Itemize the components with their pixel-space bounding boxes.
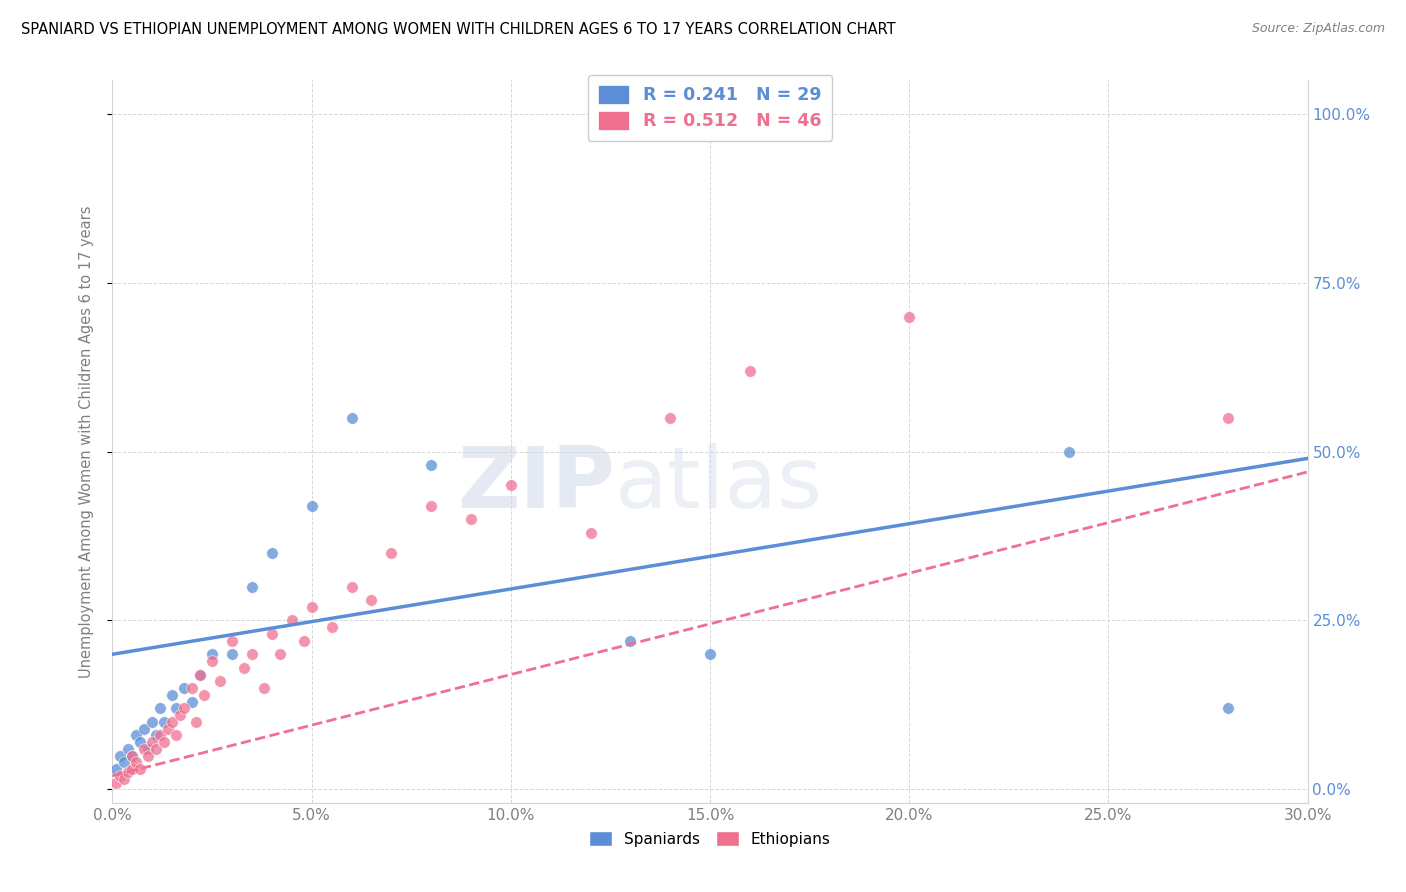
Text: ZIP: ZIP [457, 443, 614, 526]
Point [105, 762, 128, 776]
Point [129, 735, 152, 749]
Point [110, 769, 132, 783]
Point [121, 762, 143, 776]
Point [114, 772, 135, 787]
Point [138, 741, 160, 756]
Point [499, 478, 522, 492]
Point [125, 756, 148, 770]
Point [149, 701, 172, 715]
Point [240, 580, 263, 594]
Point [292, 633, 315, 648]
Point [162, 688, 183, 702]
Point [420, 499, 443, 513]
Point [340, 580, 363, 594]
Point [134, 741, 156, 756]
Y-axis label: Unemployment Among Women with Children Ages 6 to 17 years: Unemployment Among Women with Children A… [79, 205, 94, 678]
Point [301, 599, 323, 614]
Point [141, 735, 163, 749]
Point [221, 647, 243, 661]
Point [145, 741, 167, 756]
Point [260, 627, 283, 641]
Point [117, 741, 139, 756]
Point [173, 701, 195, 715]
Point [659, 411, 682, 425]
Point [1216, 411, 1239, 425]
Point [181, 694, 204, 708]
Point [121, 748, 143, 763]
Point [240, 647, 263, 661]
Point [117, 765, 139, 780]
Point [153, 735, 176, 749]
Point [188, 667, 211, 681]
Point [253, 681, 276, 695]
Point [149, 728, 172, 742]
Point [201, 647, 224, 661]
Point [110, 748, 132, 763]
Point [420, 458, 443, 472]
Point [181, 681, 204, 695]
Point [138, 748, 160, 763]
Point [165, 728, 187, 742]
Point [221, 633, 243, 648]
Point [145, 728, 167, 742]
Point [157, 722, 180, 736]
Point [121, 748, 143, 763]
Point [269, 647, 291, 661]
Point [209, 674, 232, 689]
Point [1216, 701, 1239, 715]
Point [114, 756, 135, 770]
Point [105, 775, 128, 789]
Point [360, 593, 382, 607]
Point [186, 714, 208, 729]
Point [579, 525, 602, 540]
Point [260, 546, 283, 560]
Point [134, 722, 156, 736]
Point [153, 714, 176, 729]
Point [233, 661, 256, 675]
Point [173, 681, 195, 695]
Point [129, 762, 152, 776]
Point [301, 499, 323, 513]
Point [201, 654, 224, 668]
Text: atlas: atlas [614, 443, 823, 526]
Point [340, 411, 363, 425]
Point [321, 620, 343, 634]
Text: Source: ZipAtlas.com: Source: ZipAtlas.com [1251, 22, 1385, 36]
Legend: R = 0.241   N = 29, R = 0.512   N = 46: R = 0.241 N = 29, R = 0.512 N = 46 [588, 75, 832, 141]
Point [1057, 444, 1080, 458]
Point [380, 546, 402, 560]
Point [125, 728, 148, 742]
Point [188, 667, 211, 681]
Point [162, 714, 183, 729]
Text: SPANIARD VS ETHIOPIAN UNEMPLOYMENT AMONG WOMEN WITH CHILDREN AGES 6 TO 17 YEARS : SPANIARD VS ETHIOPIAN UNEMPLOYMENT AMONG… [21, 22, 896, 37]
Point [619, 633, 641, 648]
Point [193, 688, 215, 702]
Point [141, 714, 163, 729]
Point [699, 647, 721, 661]
Point [281, 614, 304, 628]
Point [898, 310, 921, 324]
Point [169, 708, 191, 723]
Point [738, 364, 761, 378]
Point [165, 701, 187, 715]
Point [460, 512, 482, 526]
